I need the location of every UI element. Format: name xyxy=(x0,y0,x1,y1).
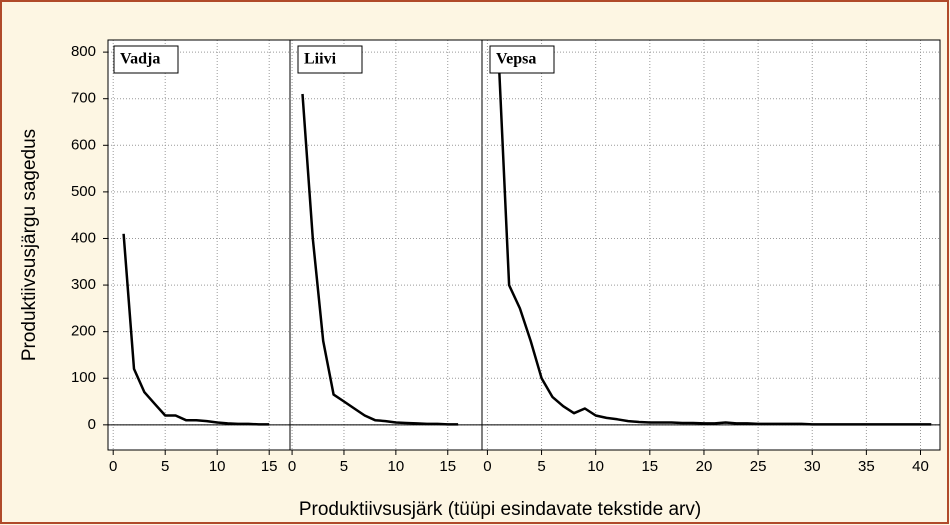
y-tick-label: 800 xyxy=(71,43,96,60)
x-tick-label: 10 xyxy=(587,458,604,475)
panel-title: Liivi xyxy=(304,51,337,68)
panel-title-box xyxy=(297,45,363,74)
panel-title: Vepsa xyxy=(496,51,536,68)
x-tick-label: 5 xyxy=(161,458,169,475)
x-tick-label: 15 xyxy=(439,458,456,475)
data-line xyxy=(496,47,932,426)
x-tick-label: 0 xyxy=(288,458,296,475)
data-line xyxy=(122,233,270,426)
y-axis-label: Produktiivsusjärgu sagedus xyxy=(19,129,40,361)
y-tick-label: 200 xyxy=(71,323,96,340)
x-tick-label: 5 xyxy=(537,458,545,475)
x-tick-label: 35 xyxy=(858,458,875,475)
x-tick-label: 20 xyxy=(696,458,713,475)
plot-border xyxy=(107,39,941,451)
y-tick-label: 100 xyxy=(71,369,96,386)
y-tick-label: 500 xyxy=(71,183,96,200)
y-tick-label: 300 xyxy=(71,276,96,293)
y-tick-label: 400 xyxy=(71,229,96,246)
x-tick-label: 40 xyxy=(912,458,929,475)
y-tick-label: 600 xyxy=(71,136,96,153)
panel-title-box xyxy=(113,45,179,74)
x-tick-label: 0 xyxy=(109,458,117,475)
x-tick-label: 0 xyxy=(483,458,491,475)
x-tick-label: 10 xyxy=(388,458,405,475)
x-tick-label: 25 xyxy=(750,458,767,475)
y-tick-label: 700 xyxy=(71,90,96,107)
plot-area xyxy=(108,40,940,450)
data-line xyxy=(301,93,459,426)
x-tick-label: 15 xyxy=(641,458,658,475)
x-tick-label: 15 xyxy=(261,458,278,475)
panel-title: Vadja xyxy=(120,51,160,68)
x-tick-label: 5 xyxy=(340,458,348,475)
panel-title-box xyxy=(489,45,555,74)
x-tick-label: 30 xyxy=(804,458,821,475)
x-tick-label: 10 xyxy=(209,458,226,475)
x-axis-label: Produktiivsusjärk (tüüpi esindavate teks… xyxy=(299,499,701,520)
y-tick-label: 0 xyxy=(88,416,96,433)
